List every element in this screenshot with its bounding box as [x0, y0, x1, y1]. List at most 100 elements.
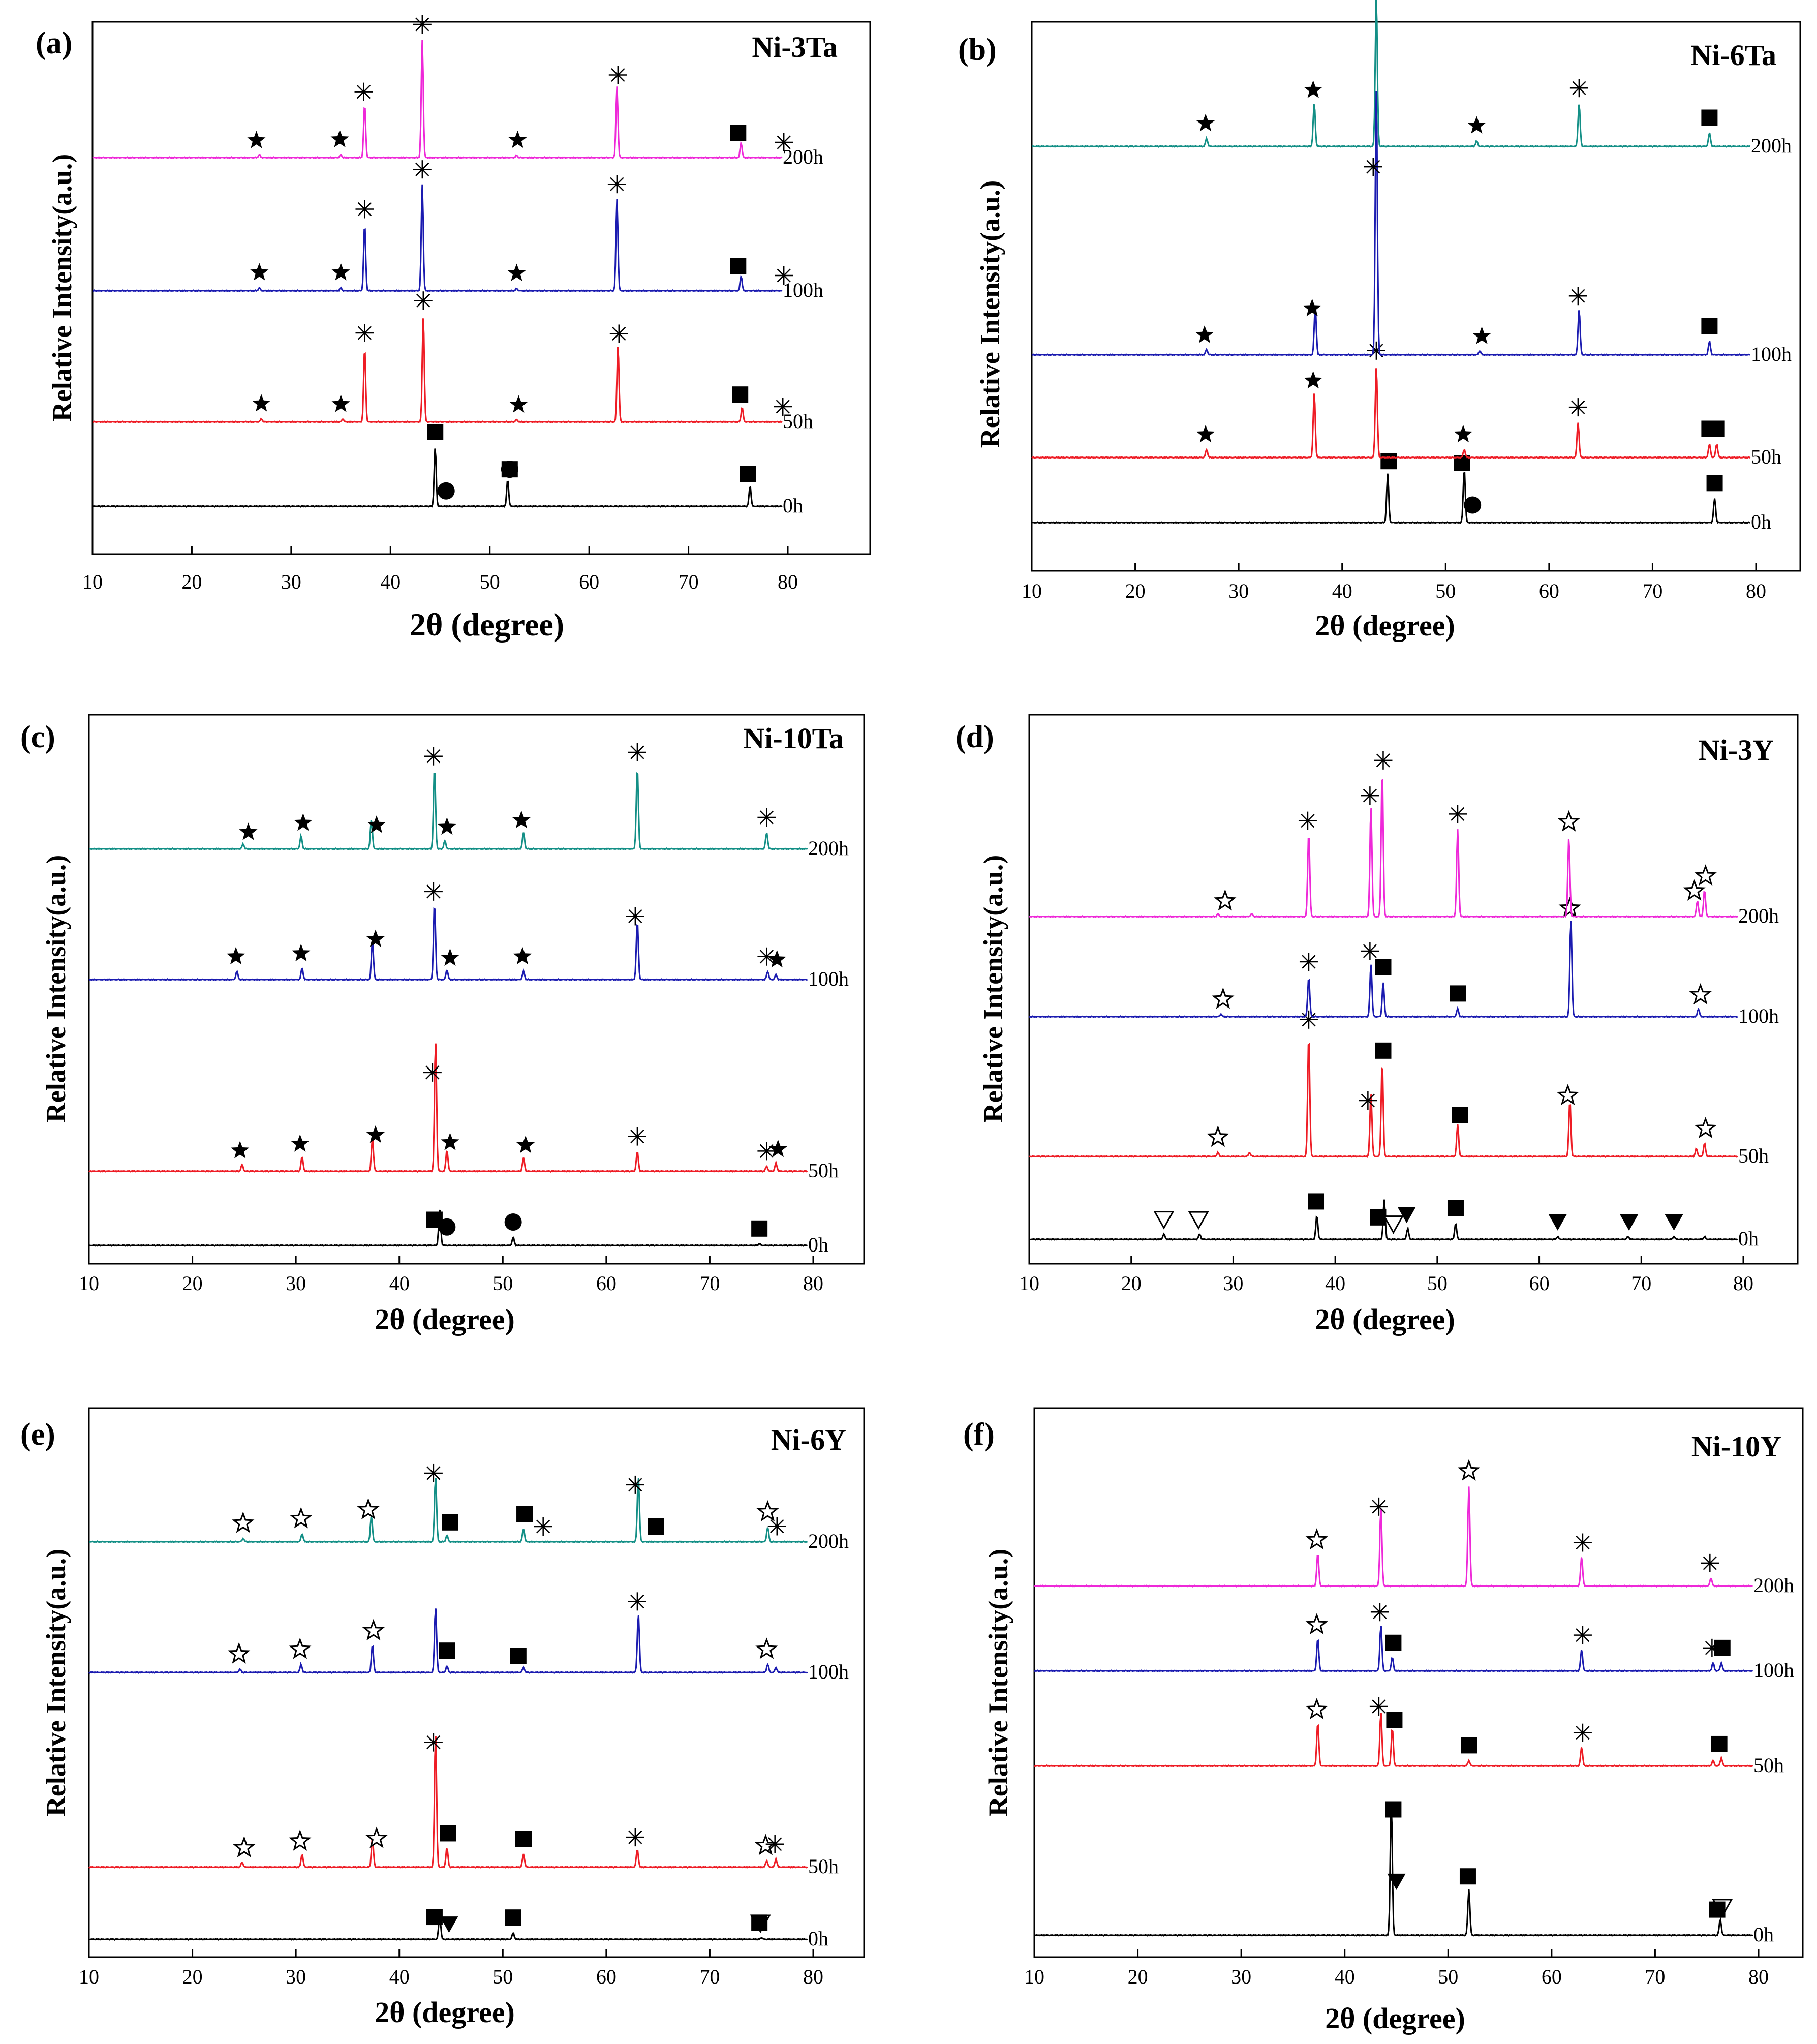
- panel-d-series-label: 0h: [1738, 1227, 1759, 1250]
- panel-e-marker-square: [516, 1506, 533, 1522]
- panel-f-x-tick-label: 80: [1748, 1965, 1769, 1988]
- panel-c-marker-star-filled: [239, 822, 258, 840]
- panel-e-marker-asterisk: [626, 1828, 644, 1847]
- panel-a-marker-star-filled: [252, 394, 271, 412]
- panel-b-x-tick-label: 30: [1228, 579, 1249, 602]
- panel-b-marker-star-filled: [1472, 326, 1491, 344]
- panel-b-plot: 10 20 30 40 50 60 70 80 0h 50h 100h 200h: [1022, 0, 1792, 602]
- panel-a-marker-star-filled: [509, 395, 528, 413]
- panel-e-x-tick-label: 30: [286, 1965, 306, 1988]
- panel-a-x-tick-label: 50: [480, 570, 500, 593]
- panel-e-x-tick-label: 70: [699, 1965, 720, 1988]
- panel-c-marker-asterisk: [628, 743, 646, 761]
- panel-a-marker-square: [730, 258, 747, 274]
- panel-e-label: (e): [20, 1417, 55, 1452]
- panel-a-series-100h: 100h: [92, 160, 823, 301]
- panel-d-series-0h: 0h: [1029, 1193, 1759, 1250]
- panel-c-marker-circle: [438, 1218, 456, 1236]
- panel-a-series-label: 50h: [783, 410, 813, 433]
- panel-d-marker-square: [1450, 985, 1466, 1002]
- panel-d-marker-asterisk: [1299, 1010, 1318, 1029]
- panel-e-marker-square: [505, 1909, 521, 1926]
- panel-e-marker-star-open: [755, 1637, 778, 1659]
- panel-b-marker-star-filled: [1304, 80, 1322, 98]
- panel-c-x-tick-label: 30: [286, 1272, 306, 1295]
- panel-d-x-tick-label: 30: [1223, 1272, 1243, 1295]
- panel-c-y-axis-label: Relative Intensity(a.u.): [41, 855, 71, 1122]
- panel-a-marker-star-filled: [507, 263, 526, 281]
- panel-b-marker-square: [1701, 109, 1718, 126]
- panel-d-marker-square: [1375, 1042, 1392, 1059]
- panel-a: (a) Ni-3Ta 2θ (degree) Relative Intensit…: [36, 15, 871, 643]
- panel-d-series-label: 200h: [1738, 904, 1779, 927]
- panel-b-x-tick-label: 40: [1332, 579, 1352, 602]
- panel-d-x-tick-label: 40: [1325, 1272, 1345, 1295]
- panel-c-series-50h: 50h: [88, 1043, 839, 1182]
- panel-a-x-tick-label: 70: [679, 570, 699, 593]
- panel-a-marker-asterisk: [414, 291, 433, 310]
- panel-d-marker-triangle-filled: [1548, 1214, 1567, 1231]
- panel-f-series-label: 200h: [1753, 1574, 1794, 1597]
- panel-a-series-label: 0h: [783, 494, 803, 517]
- panel-e-marker-asterisk: [767, 1517, 786, 1536]
- panel-a-frame: [91, 21, 871, 555]
- panel-e-marker-star-open: [365, 1826, 388, 1848]
- panel-d-marker-square: [1452, 1107, 1468, 1123]
- panel-f-plot: 10 20 30 40 50 60 70 80 0h 50h 100h 200h: [1024, 1459, 1794, 1988]
- panel-c-marker-star-filled: [292, 943, 311, 962]
- panel-a-series-200h-line: [92, 40, 783, 160]
- panel-e-y-axis-label: Relative Intensity(a.u.): [41, 1549, 71, 1816]
- panel-a-marker-circle: [437, 482, 455, 500]
- panel-a-marker-star-filled: [508, 130, 527, 148]
- panel-f-series-0h: 0h: [1034, 1801, 1774, 1946]
- panel-c-marker-star-filled: [768, 1139, 787, 1157]
- panel-e-marker-star-open: [233, 1836, 256, 1857]
- panel-b-series-label: 200h: [1751, 134, 1792, 157]
- panel-c-marker-star-filled: [767, 950, 786, 968]
- panel-a-marker-asterisk: [608, 66, 627, 84]
- panel-c-plot: 10 20 30 40 50 60 70 80 0h 50h 100h 200h: [79, 743, 849, 1295]
- panel-c-series-200h: 200h: [88, 743, 849, 860]
- panel-b-marker-star-filled: [1303, 298, 1321, 317]
- panel-d-series-50h-line: [1028, 1043, 1738, 1158]
- panel-c-series-100h-line: [88, 907, 808, 981]
- panel-c-marker-asterisk: [423, 1063, 442, 1082]
- panel-d-marker-square: [1370, 1209, 1387, 1226]
- panel-f: (f) Ni-10Y 2θ (degree) Relative Intensit…: [963, 1407, 1804, 2035]
- panel-d-x-tick-label: 20: [1121, 1272, 1142, 1295]
- panel-f-label: (f): [963, 1417, 995, 1452]
- panel-e-marker-square: [439, 1642, 455, 1659]
- panel-f-x-tick-label: 70: [1645, 1965, 1665, 1988]
- panel-f-marker-triangle-filled: [1387, 1873, 1406, 1890]
- panel-a-marker-asterisk: [775, 266, 793, 285]
- panel-e-x-tick-label: 80: [803, 1965, 823, 1988]
- panel-b-marker-square: [1706, 475, 1723, 492]
- panel-e-marker-star-open: [289, 1829, 312, 1851]
- panel-a-marker-asterisk: [413, 160, 432, 179]
- panel-d-frame: [1028, 714, 1799, 1265]
- panel-c-marker-asterisk: [626, 907, 644, 926]
- panel-b-series-label: 50h: [1751, 445, 1781, 468]
- panel-d-marker-asterisk: [1361, 942, 1379, 961]
- panel-e-series-100h: 100h: [88, 1592, 849, 1683]
- panel-f-marker-asterisk: [1573, 1626, 1592, 1644]
- panel-d-marker-star-open: [1694, 864, 1717, 886]
- panel-f-series-label: 100h: [1753, 1659, 1794, 1682]
- panel-a-marker-star-filled: [331, 263, 350, 281]
- panel-f-marker-star-open: [1305, 1528, 1328, 1550]
- panel-d-series-200h-line: [1029, 779, 1738, 918]
- panel-c-marker-asterisk: [424, 882, 443, 901]
- panel-b-series-0h-line: [1031, 472, 1750, 524]
- panel-d-series-100h: 100h: [1029, 896, 1779, 1027]
- panel-a-label: (a): [36, 26, 72, 60]
- panel-f-marker-square: [1711, 1735, 1728, 1752]
- panel-f-marker-star-open: [1305, 1697, 1328, 1720]
- panel-c-marker-star-filled: [291, 1134, 310, 1152]
- panel-f-series-0h-line: [1034, 1803, 1753, 1937]
- panel-d-marker-square: [1375, 959, 1392, 975]
- panel-f-marker-asterisk: [1573, 1533, 1592, 1552]
- panel-e-marker-asterisk: [534, 1517, 552, 1536]
- panel-d-series-100h-line: [1029, 921, 1738, 1019]
- panel-e-x-tick-label: 60: [596, 1965, 617, 1988]
